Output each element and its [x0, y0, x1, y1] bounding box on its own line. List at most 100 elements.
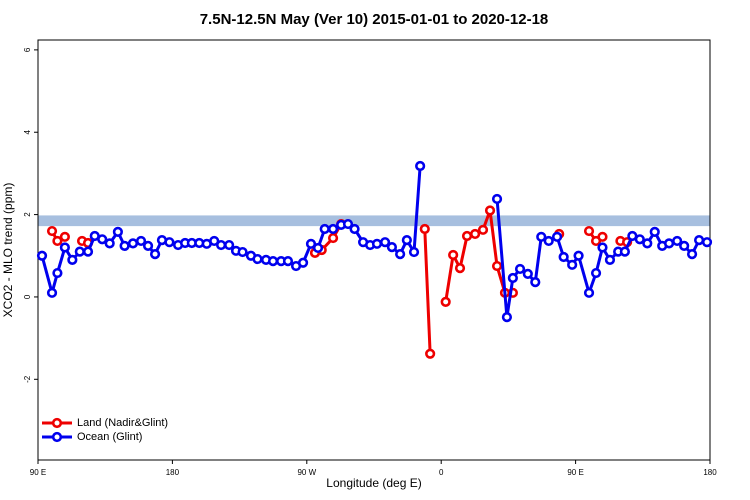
- data-point: [67, 254, 78, 265]
- data-point: [634, 234, 645, 245]
- x-tick-label: 90 E: [567, 468, 583, 477]
- data-point: [127, 238, 139, 249]
- data-point: [52, 235, 63, 247]
- data-point: [142, 240, 154, 251]
- data-point: [543, 235, 554, 247]
- data-point: [97, 234, 108, 245]
- data-point: [672, 235, 683, 247]
- data-point: [82, 246, 94, 257]
- y-tick-label: 0: [23, 294, 32, 299]
- data-point: [484, 205, 496, 216]
- legend-label: Land (Nadir&Glint): [77, 417, 168, 429]
- data-point: [112, 226, 123, 237]
- x-tick-label: 180: [166, 468, 180, 477]
- data-point: [642, 238, 653, 249]
- data-point: [135, 235, 147, 247]
- data-point: [415, 160, 426, 172]
- data-point: [507, 272, 518, 284]
- data-point: [282, 256, 294, 267]
- data-point: [379, 237, 391, 248]
- data-point: [501, 312, 513, 323]
- data-point: [327, 232, 339, 244]
- legend-swatch-point: [51, 417, 63, 429]
- data-point: [237, 246, 248, 258]
- data-point: [573, 250, 584, 261]
- data-point: [583, 225, 595, 237]
- x-tick-label: 180: [703, 468, 717, 477]
- data-point: [597, 242, 608, 253]
- data-point: [371, 238, 383, 249]
- y-tick-label: 6: [23, 47, 32, 52]
- data-point: [693, 235, 705, 246]
- data-point: [267, 256, 279, 267]
- data-point: [663, 238, 675, 249]
- data-point: [319, 223, 330, 235]
- data-point: [477, 224, 489, 235]
- data-point: [469, 228, 481, 240]
- data-point: [209, 235, 220, 247]
- legend-swatch-point: [51, 431, 63, 443]
- data-point: [305, 238, 317, 249]
- data-point: [408, 246, 420, 258]
- data-point: [419, 223, 430, 235]
- y-tick-label: -2: [23, 375, 32, 383]
- data-point: [604, 254, 616, 265]
- data-point: [215, 239, 227, 251]
- data-point: [327, 223, 339, 235]
- data-point: [551, 231, 563, 242]
- data-point: [104, 238, 115, 249]
- data-point: [425, 348, 436, 359]
- data-point: [297, 257, 309, 268]
- data-point: [583, 287, 595, 298]
- data-point: [619, 246, 630, 257]
- data-point: [491, 260, 503, 272]
- x-tick-label: 90 W: [297, 468, 316, 477]
- data-point: [454, 263, 466, 274]
- data-point: [448, 249, 459, 261]
- data-point: [164, 237, 175, 248]
- data-point: [52, 267, 63, 279]
- x-axis-label: Longitude (deg E): [326, 476, 421, 490]
- y-axis-label: XCO2 - MLO trend (ppm): [1, 183, 15, 318]
- data-point: [59, 231, 70, 242]
- data-point: [36, 250, 48, 261]
- data-point: [46, 287, 58, 298]
- data-point: [312, 242, 324, 254]
- data-point: [74, 246, 85, 257]
- data-point: [514, 263, 526, 275]
- data-point: [686, 249, 698, 260]
- plot-frame: [37, 39, 711, 461]
- data-point: [252, 253, 263, 265]
- chart-title: 7.5N-12.5N May (Ver 10) 2015-01-01 to 20…: [200, 11, 549, 28]
- data-point: [119, 240, 130, 251]
- data-point: [386, 242, 398, 253]
- data-point: [342, 218, 354, 230]
- data-point: [395, 249, 406, 260]
- data-point: [558, 251, 569, 263]
- data-point: [440, 296, 451, 307]
- data-point: [597, 231, 608, 242]
- data-point: [401, 235, 412, 246]
- data-point: [567, 259, 578, 270]
- data-point: [522, 268, 533, 279]
- data-point: [491, 193, 503, 205]
- reference-band: [38, 215, 710, 227]
- data-point: [224, 239, 235, 251]
- data-point: [461, 230, 473, 242]
- data-point: [149, 249, 161, 260]
- x-tick-label: 0: [439, 468, 444, 477]
- data-point: [679, 240, 690, 251]
- data-point: [349, 223, 360, 235]
- data-point: [46, 225, 58, 237]
- data-point: [536, 231, 547, 242]
- legend-label: Ocean (Glint): [77, 431, 142, 443]
- x-tick-label: 90 E: [30, 468, 46, 477]
- data-point: [530, 277, 541, 288]
- data-point: [590, 267, 602, 279]
- data-point: [59, 242, 70, 253]
- data-point: [649, 226, 660, 237]
- y-tick-label: 2: [23, 212, 32, 217]
- data-point: [701, 237, 713, 248]
- y-tick-label: 4: [23, 129, 32, 134]
